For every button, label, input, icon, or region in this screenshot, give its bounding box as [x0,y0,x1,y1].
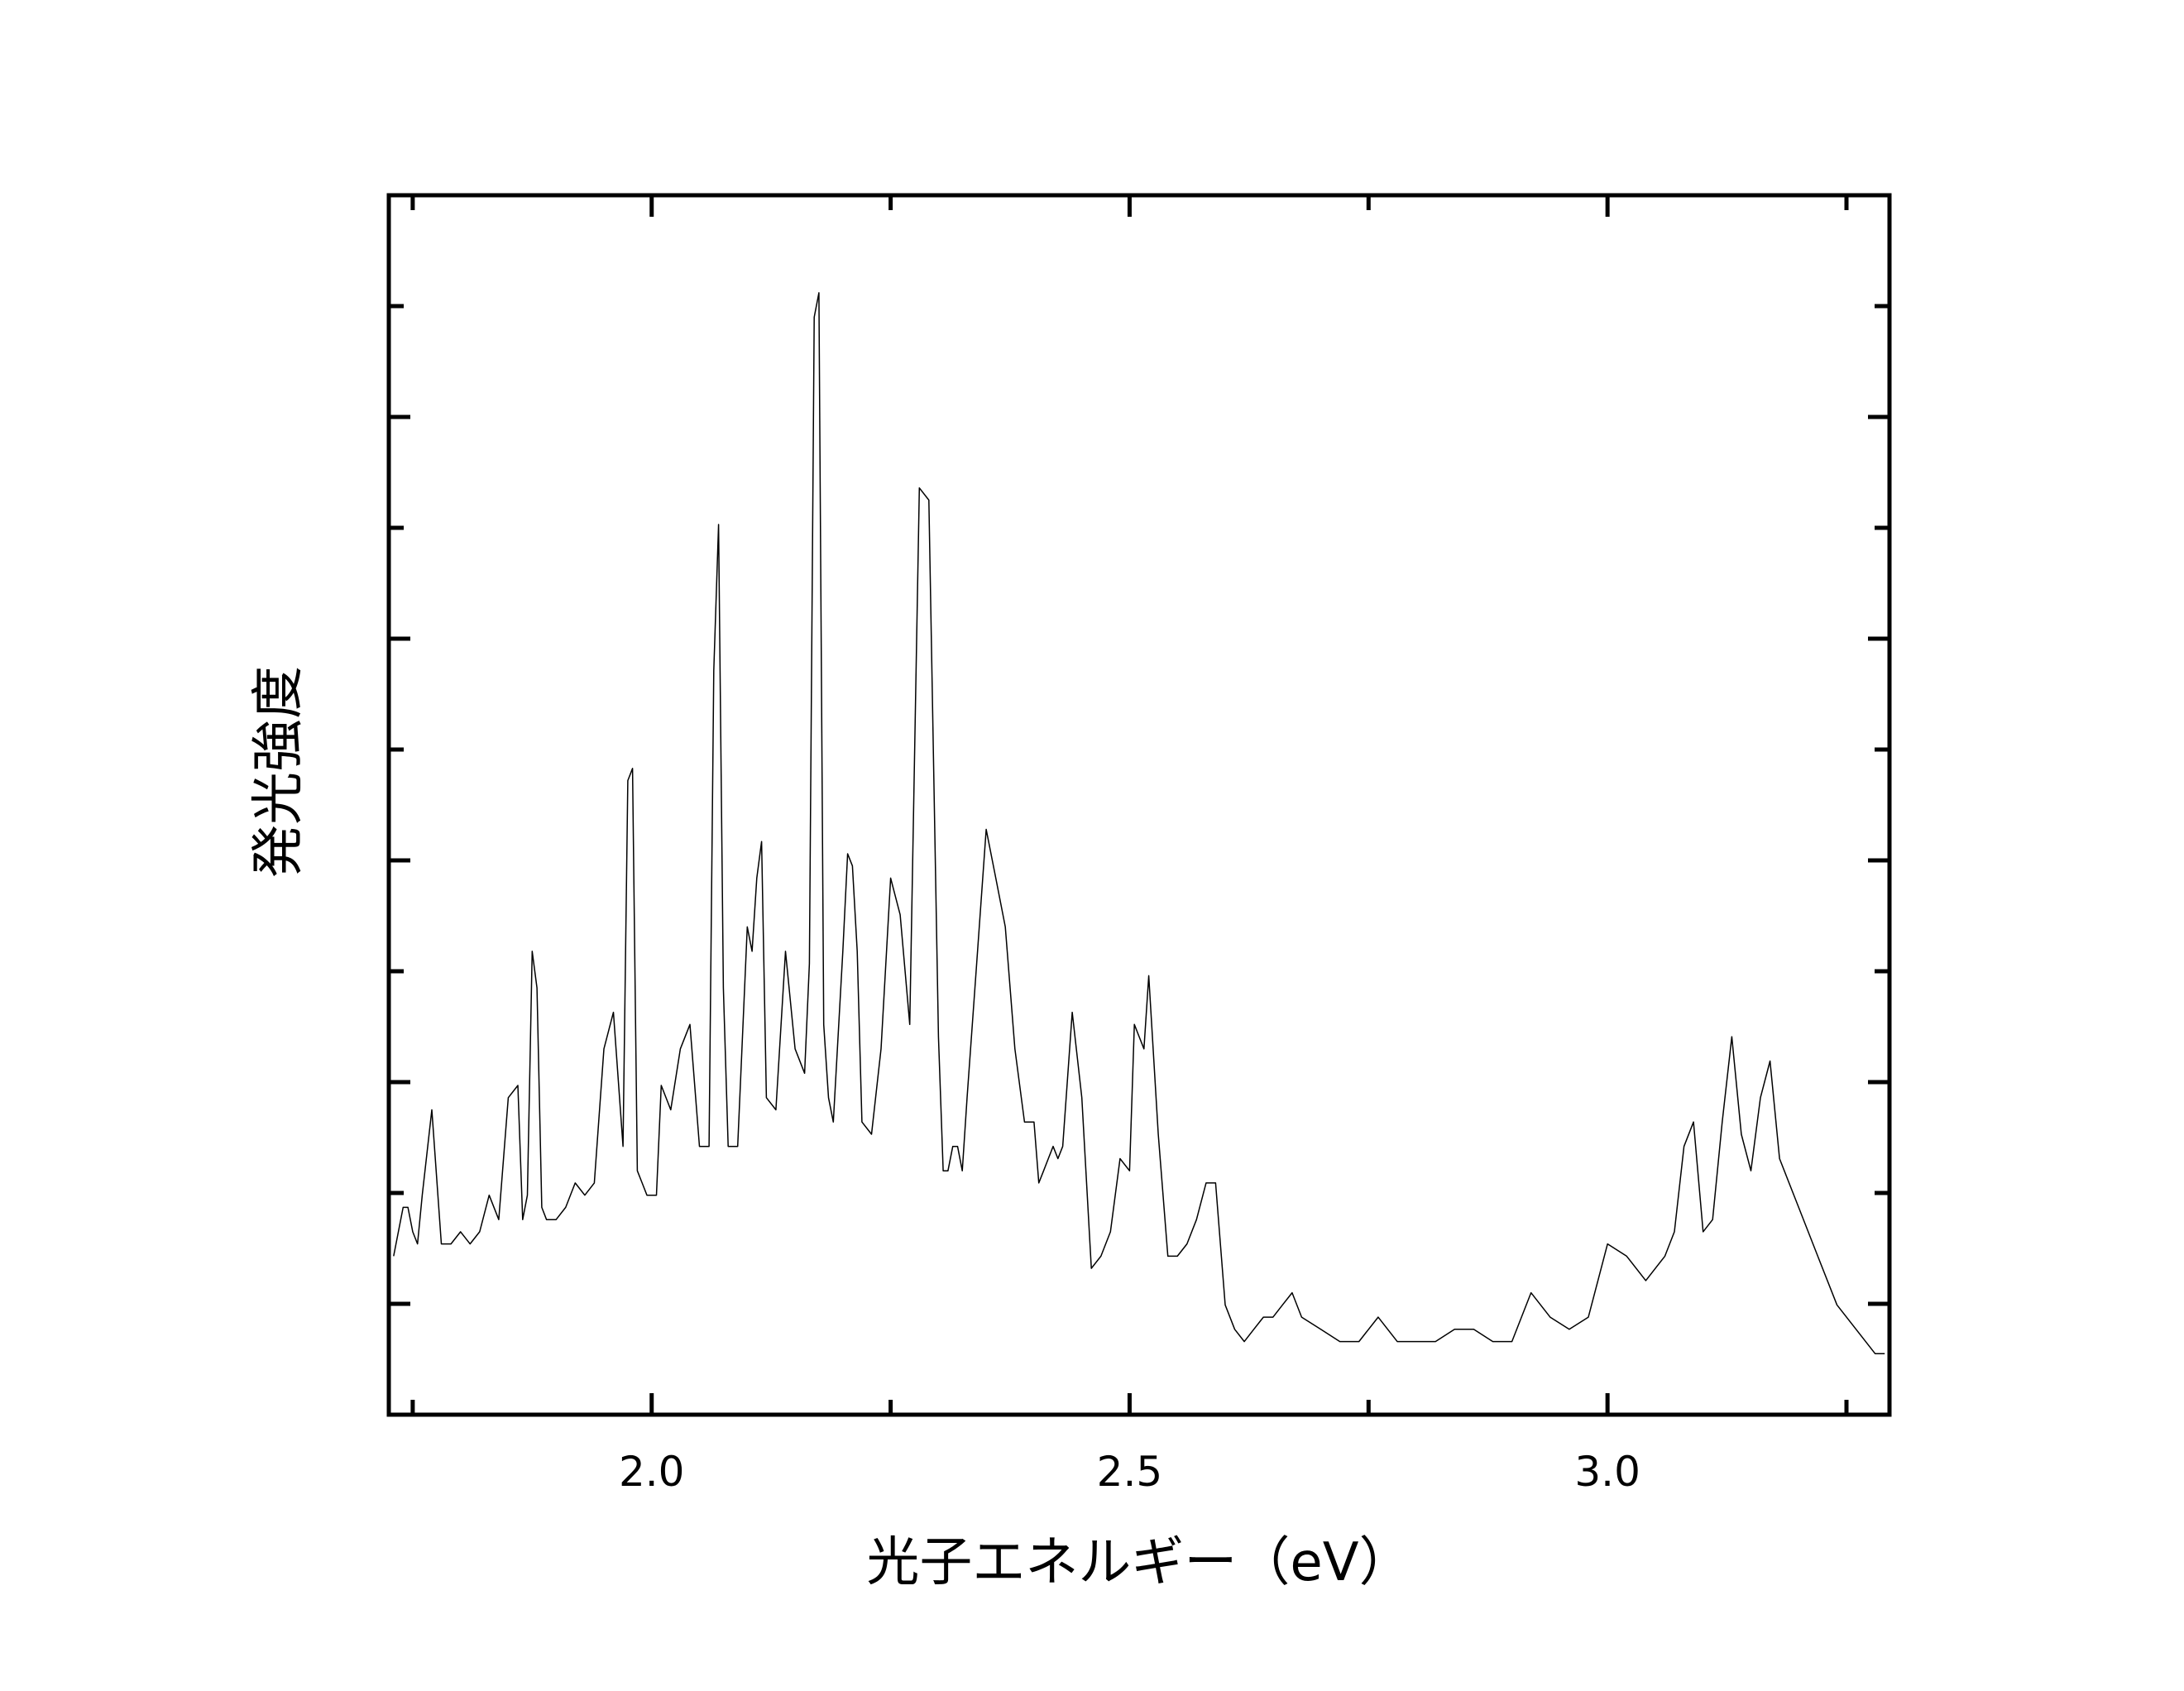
x-tick-label: 2.5 [1097,1448,1163,1496]
emission-spectrum-line [393,292,1885,1355]
x-tick-label: 2.0 [619,1448,685,1496]
tick-label-layer: 2.0 2.5 3.0 [619,1448,1640,1496]
plot-frame [386,193,1892,1417]
y-axis-title: 発光強度 [248,666,309,878]
x-tick-label: 3.0 [1574,1448,1640,1496]
x-axis-title: 光子エネルギー（eV） [866,1532,1411,1593]
tick-layer [389,195,1889,1415]
